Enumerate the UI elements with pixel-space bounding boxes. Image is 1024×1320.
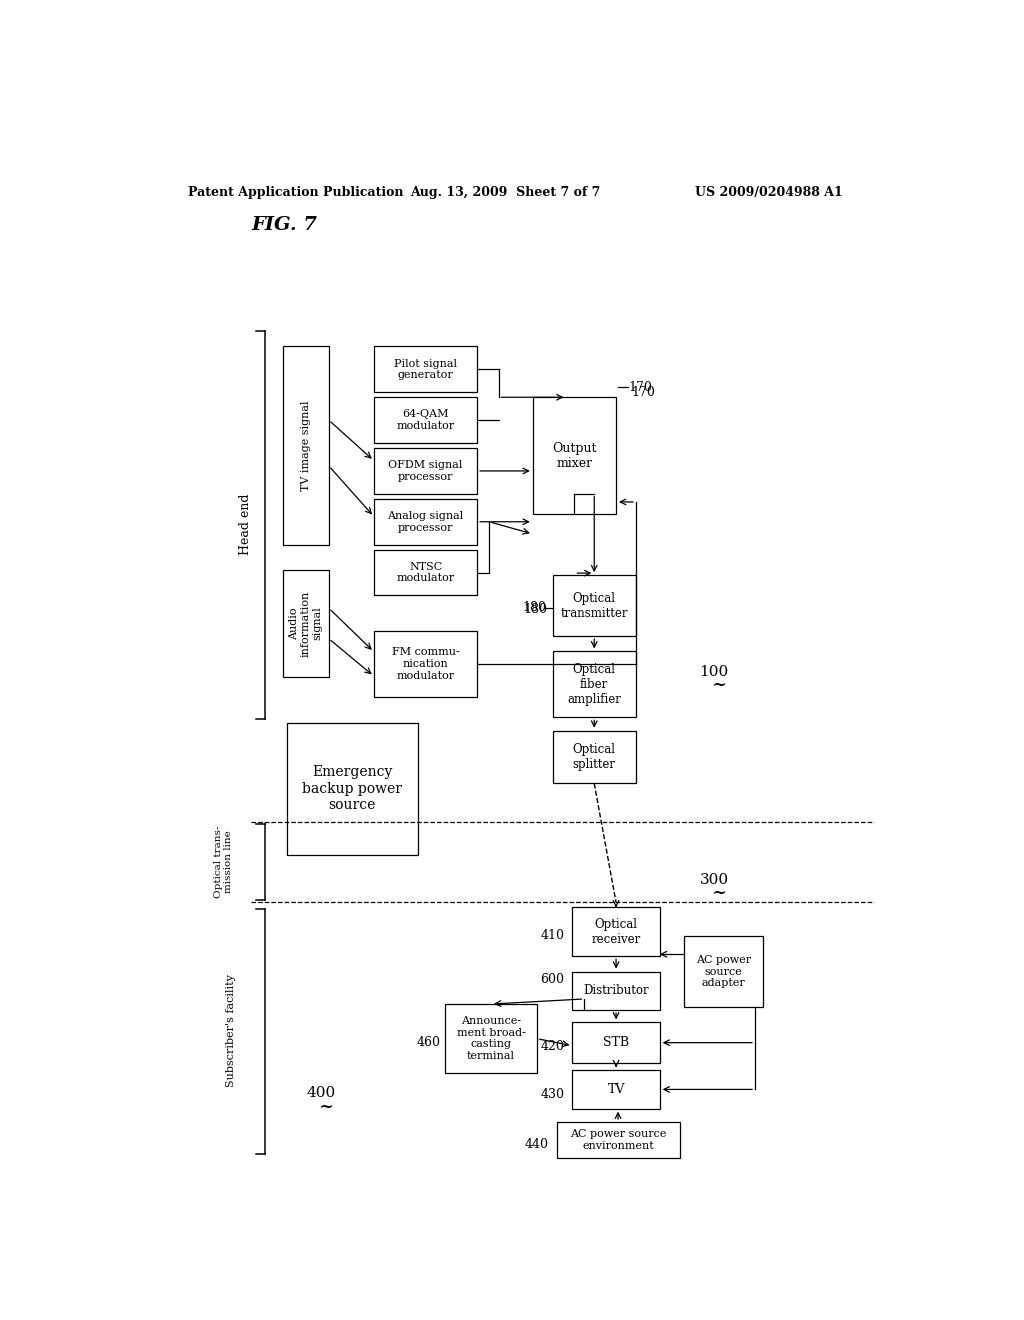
Text: Optical
transmitter: Optical transmitter: [560, 591, 628, 619]
Text: ~: ~: [712, 676, 726, 694]
Text: AC power source
environment: AC power source environment: [570, 1129, 667, 1151]
Bar: [374, 549, 477, 595]
Text: 100: 100: [699, 665, 729, 678]
Text: Analog signal
processor: Analog signal processor: [387, 511, 464, 532]
Bar: [374, 397, 477, 444]
Text: OFDM signal
processor: OFDM signal processor: [388, 461, 463, 482]
Text: 170: 170: [632, 385, 655, 399]
Text: 600: 600: [541, 973, 564, 986]
Text: Subscriber's facility: Subscriber's facility: [226, 974, 237, 1086]
Bar: [283, 346, 329, 545]
Text: Head end: Head end: [239, 494, 252, 554]
Text: 170: 170: [628, 380, 652, 393]
Bar: [445, 1005, 537, 1073]
Text: Audio
information
signal: Audio information signal: [289, 590, 323, 656]
Bar: [572, 907, 659, 956]
Text: ~: ~: [712, 884, 726, 903]
Bar: [374, 346, 477, 392]
Text: Announce-
ment broad-
casting
terminal: Announce- ment broad- casting terminal: [457, 1016, 525, 1061]
Text: STB: STB: [603, 1036, 629, 1049]
Text: FM commu-
nication
modulator: FM commu- nication modulator: [392, 647, 460, 681]
Bar: [283, 570, 329, 677]
Text: Distributor: Distributor: [584, 985, 649, 998]
Text: 410: 410: [541, 929, 564, 942]
Text: TV image signal: TV image signal: [301, 400, 310, 491]
Text: TV: TV: [607, 1082, 625, 1096]
Text: 430: 430: [541, 1088, 564, 1101]
Bar: [572, 1071, 659, 1109]
Text: Optical trans-
mission line: Optical trans- mission line: [214, 825, 232, 898]
Bar: [553, 731, 636, 784]
Text: 64-QAM
modulator: 64-QAM modulator: [396, 409, 455, 430]
Bar: [532, 397, 616, 515]
Text: Output
mixer: Output mixer: [552, 442, 597, 470]
Text: 180: 180: [522, 601, 546, 614]
Text: Aug. 13, 2009  Sheet 7 of 7: Aug. 13, 2009 Sheet 7 of 7: [410, 186, 600, 199]
Text: Optical
splitter: Optical splitter: [572, 743, 615, 771]
Bar: [553, 576, 636, 636]
Bar: [287, 722, 418, 854]
Bar: [374, 499, 477, 545]
Bar: [572, 1022, 659, 1063]
Text: ~: ~: [318, 1098, 334, 1115]
Text: AC power
source
adapter: AC power source adapter: [695, 954, 751, 989]
Text: 420: 420: [541, 1040, 564, 1053]
Bar: [374, 447, 477, 494]
Text: FIG. 7: FIG. 7: [251, 215, 317, 234]
Text: US 2009/0204988 A1: US 2009/0204988 A1: [695, 186, 843, 199]
Text: 440: 440: [524, 1138, 549, 1151]
Bar: [572, 972, 659, 1010]
Text: 400: 400: [306, 1086, 336, 1101]
Text: Pilot signal
generator: Pilot signal generator: [394, 359, 457, 380]
Text: NTSC
modulator: NTSC modulator: [396, 562, 455, 583]
Text: Emergency
backup power
source: Emergency backup power source: [302, 766, 402, 812]
Bar: [374, 631, 477, 697]
Bar: [557, 1122, 680, 1158]
Text: 460: 460: [417, 1036, 440, 1049]
Bar: [684, 936, 763, 1007]
Text: 180: 180: [523, 603, 547, 616]
Bar: [553, 651, 636, 718]
Text: 300: 300: [699, 873, 728, 887]
Text: Patent Application Publication: Patent Application Publication: [187, 186, 403, 199]
Text: Optical
receiver: Optical receiver: [592, 917, 641, 946]
Text: Optical
fiber
amplifier: Optical fiber amplifier: [567, 663, 622, 706]
